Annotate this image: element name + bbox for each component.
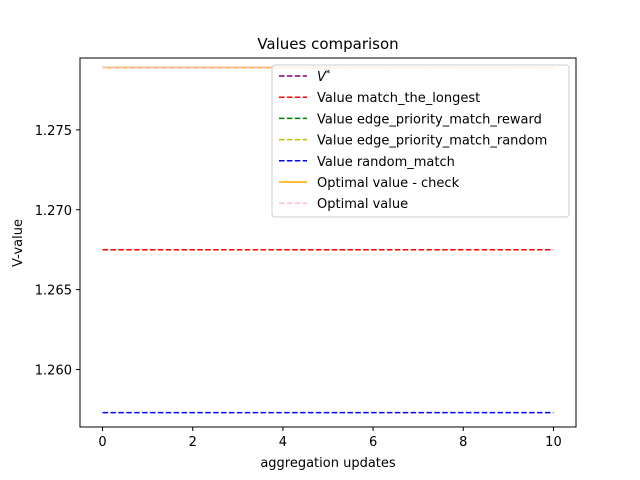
x-axis-ticks: 0 2 4 6 8 10 [98, 427, 562, 450]
x-tick-label: 10 [545, 435, 562, 450]
x-tick-label: 2 [189, 435, 197, 450]
y-axis-ticks: 1.260 1.265 1.270 1.275 [35, 124, 80, 378]
legend-label-value-match-the-longest: Value match_the_longest [317, 91, 480, 106]
legend-label-value-random-match: Value random_match [317, 155, 455, 170]
chart-title: Values comparison [257, 35, 398, 53]
x-tick-label: 6 [369, 435, 377, 450]
plot-frame [79, 57, 577, 428]
x-tick-label: 0 [98, 435, 106, 450]
legend-label-optimal-value-check: Optimal value - check [317, 176, 460, 191]
y-tick-label: 1.260 [35, 363, 72, 378]
y-axis-label: V-value [11, 219, 26, 267]
legend-label-value-edge-priority-match-random: Value edge_priority_match_random [317, 134, 547, 149]
x-tick-label: 8 [459, 435, 467, 450]
legend-box [271, 64, 570, 218]
legend-label-optimal-value: Optimal value [317, 197, 408, 212]
x-tick-label: 4 [279, 435, 287, 450]
y-tick-label: 1.275 [35, 124, 72, 139]
y-tick-label: 1.265 [35, 284, 72, 299]
legend-label-value-edge-priority-match-reward: Value edge_priority_match_reward [317, 112, 542, 127]
x-axis-label: aggregation updates [260, 456, 396, 471]
y-tick-label: 1.270 [35, 204, 72, 219]
